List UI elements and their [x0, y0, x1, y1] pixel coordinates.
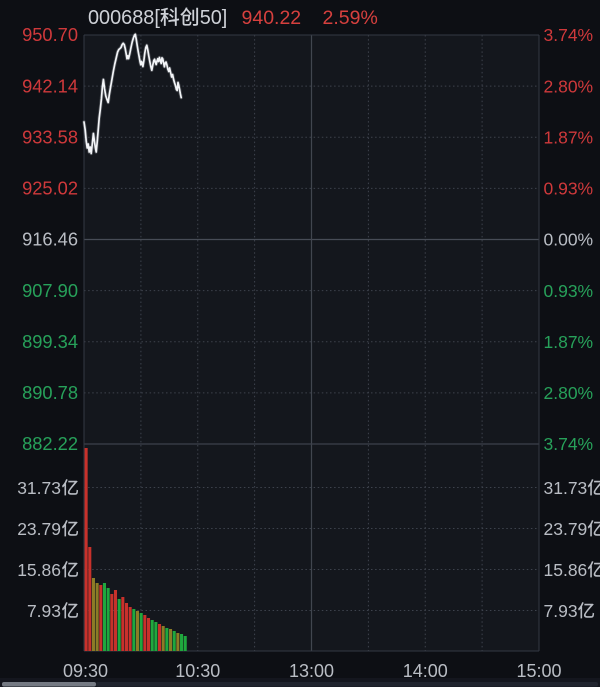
- svg-text:15.86: 15.86: [544, 560, 588, 580]
- svg-text:3.74%: 3.74%: [544, 434, 594, 454]
- svg-text:50]: 50]: [200, 7, 228, 29]
- svg-text:31.73: 31.73: [17, 478, 61, 498]
- svg-text:23.79: 23.79: [544, 519, 588, 539]
- svg-text:2.80%: 2.80%: [544, 383, 594, 403]
- svg-text:10:30: 10:30: [175, 661, 220, 681]
- svg-text:950.70: 950.70: [22, 24, 78, 45]
- svg-text:907.90: 907.90: [22, 280, 78, 301]
- svg-text:31.73: 31.73: [544, 478, 588, 498]
- svg-text:2.59%: 2.59%: [323, 7, 378, 29]
- svg-text:916.46: 916.46: [22, 229, 78, 250]
- svg-text:933.58: 933.58: [22, 127, 78, 148]
- svg-text:0.93%: 0.93%: [544, 281, 594, 301]
- svg-text:882.22: 882.22: [22, 433, 78, 454]
- svg-text:940.22: 940.22: [242, 7, 302, 29]
- svg-text:7.93: 7.93: [544, 601, 578, 621]
- svg-text:899.34: 899.34: [22, 331, 78, 352]
- svg-text:1.87%: 1.87%: [544, 128, 594, 148]
- svg-text:1.87%: 1.87%: [544, 332, 594, 352]
- svg-text:942.14: 942.14: [22, 75, 78, 96]
- svg-text:09:30: 09:30: [63, 661, 108, 681]
- svg-text:3.74%: 3.74%: [544, 25, 594, 45]
- svg-text:15.86: 15.86: [17, 560, 61, 580]
- svg-text:925.02: 925.02: [22, 178, 78, 199]
- svg-text:000688[: 000688[: [88, 7, 160, 29]
- svg-text:15:00: 15:00: [516, 661, 561, 681]
- svg-text:23.79: 23.79: [17, 519, 61, 539]
- svg-text:13:00: 13:00: [289, 661, 334, 681]
- svg-text:7.93: 7.93: [27, 601, 61, 621]
- svg-text:14:00: 14:00: [403, 661, 448, 681]
- svg-text:0.00%: 0.00%: [544, 230, 594, 250]
- svg-text:890.78: 890.78: [22, 382, 78, 403]
- svg-text:2.80%: 2.80%: [544, 76, 594, 96]
- svg-text:0.93%: 0.93%: [544, 179, 594, 199]
